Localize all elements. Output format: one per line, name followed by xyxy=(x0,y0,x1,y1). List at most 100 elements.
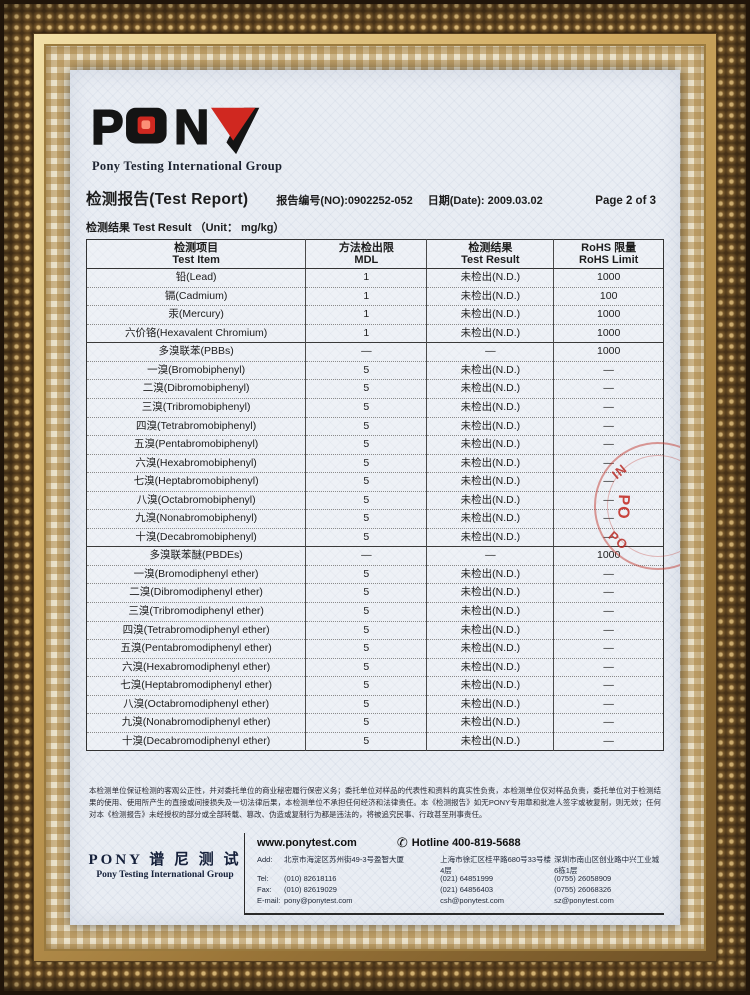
office-tel: (021) 64851999 xyxy=(440,874,494,884)
table-row: 三溴(Tribromodiphenyl ether) 5 未检出(N.D.) — xyxy=(86,602,664,622)
cell-test-result: 未检出(N.D.) xyxy=(426,305,554,325)
svg-text:N: N xyxy=(174,102,209,155)
cell-mdl: 5 xyxy=(305,398,427,418)
cell-test-item: 一溴(Bromodiphenyl ether) xyxy=(133,567,259,580)
cell-test-result: 未检出(N.D.) xyxy=(426,454,554,473)
hotline: ✆ Hotline 400-819-5688 xyxy=(397,835,521,851)
cell-mdl: 5 xyxy=(305,379,427,399)
table-row: 八溴(Octabromobiphenyl) 5 未检出(N.D.) — xyxy=(86,491,664,510)
office-address: 北京市海淀区苏州街49-3号盈智大厦 xyxy=(284,855,405,865)
table-row: 一溴(Bromodiphenyl ether) 5 未检出(N.D.) — xyxy=(86,565,664,584)
cell-test-result: 未检出(N.D.) xyxy=(426,361,554,380)
cell-mdl: 5 xyxy=(305,509,427,529)
cell-mdl: 5 xyxy=(305,435,427,455)
footer: PONY 谱 尼 测 试 Pony Testing International … xyxy=(86,833,664,915)
cell-mdl: 5 xyxy=(305,732,427,751)
frame-gold-bevel: P N Pony Testing International Group 检测报… xyxy=(33,33,717,962)
cell-mdl: 5 xyxy=(305,621,427,640)
cell-rohs-limit: — xyxy=(553,732,664,751)
website-url: www.ponytest.com xyxy=(257,837,357,850)
office-shanghai: 上海市徐汇区桂平路680号33号楼4层 (021) 64851999 (021)… xyxy=(440,855,554,907)
report-number: 报告编号(NO):0902252-052 xyxy=(276,195,413,207)
cell-mdl: 5 xyxy=(305,583,427,603)
table-row: 十溴(Decabromobiphenyl) 5 未检出(N.D.) — xyxy=(86,528,664,547)
cell-test-item: 一溴(Bromobiphenyl) xyxy=(147,363,246,376)
report-title: 检测报告(Test Report) xyxy=(86,191,249,208)
table-row: 二溴(Dibromodiphenyl ether) 5 未检出(N.D.) — xyxy=(86,583,664,603)
cell-rohs-limit: — xyxy=(553,361,664,380)
test-report-page: P N Pony Testing International Group 检测报… xyxy=(70,70,680,925)
cell-test-result: 未检出(N.D.) xyxy=(426,639,554,659)
cell-mdl: 5 xyxy=(305,454,427,473)
cell-rohs-limit: — xyxy=(553,472,664,492)
cell-rohs-limit: — xyxy=(553,454,664,473)
office-fax: (0755) 26068326 xyxy=(554,885,612,895)
header-test-item: 检测项目 Test Item xyxy=(86,239,306,270)
cell-rohs-limit: — xyxy=(553,565,664,584)
cell-test-item: 铅(Lead) xyxy=(175,271,217,284)
cell-mdl: — xyxy=(305,546,427,566)
cell-test-item: 七溴(Heptabromobiphenyl) xyxy=(133,475,259,488)
cell-test-result: 未检出(N.D.) xyxy=(426,583,554,603)
cell-test-result: 未检出(N.D.) xyxy=(426,732,554,751)
footer-logo-en: Pony Testing International Group xyxy=(96,870,234,881)
frame-meander-liner: P N Pony Testing International Group 检测报… xyxy=(44,44,706,951)
cell-mdl: 1 xyxy=(305,305,427,325)
cell-mdl: 5 xyxy=(305,361,427,380)
footer-logo-block: PONY 谱 尼 测 试 Pony Testing International … xyxy=(86,833,244,915)
cell-test-result: 未检出(N.D.) xyxy=(426,602,554,622)
cell-test-item: 四溴(Tetrabromodiphenyl ether) xyxy=(122,623,270,636)
cell-rohs-limit: 1000 xyxy=(553,324,664,343)
cell-rohs-limit: — xyxy=(553,379,664,399)
cell-test-item: 多溴联苯醚(PBDEs) xyxy=(149,549,243,562)
office-address: 上海市徐汇区桂平路680号33号楼4层 xyxy=(440,855,551,875)
cell-rohs-limit: — xyxy=(553,676,664,696)
cell-test-result: 未检出(N.D.) xyxy=(426,621,554,640)
cell-rohs-limit: — xyxy=(553,621,664,640)
cell-test-item: 五溴(Pentabromobiphenyl) xyxy=(133,438,259,451)
cell-test-result: 未检出(N.D.) xyxy=(426,417,554,436)
cell-test-item: 八溴(Octabromodiphenyl ether) xyxy=(123,697,270,710)
table-row: 四溴(Tetrabromodiphenyl ether) 5 未检出(N.D.)… xyxy=(86,621,664,640)
cell-test-item: 七溴(Heptabromodiphenyl ether) xyxy=(120,679,272,692)
office-tel: (010) 82618116 xyxy=(284,874,337,884)
cell-mdl: 5 xyxy=(305,676,427,696)
cell-rohs-limit: — xyxy=(553,658,664,677)
table-row: 六价铬(Hexavalent Chromium) 1 未检出(N.D.) 100… xyxy=(86,324,664,343)
cell-test-item: 九溴(Nonabromobiphenyl) xyxy=(135,512,258,525)
cell-test-item: 二溴(Dibromobiphenyl) xyxy=(142,382,250,395)
table-row: 多溴联苯(PBBs) — — 1000 xyxy=(86,342,664,362)
cell-rohs-limit: — xyxy=(553,417,664,436)
cell-rohs-limit: 1000 xyxy=(553,342,664,362)
office-columns: Add: 北京市海淀区苏州街49-3号盈智大厦 Tel: (010) 8261811… xyxy=(257,855,664,907)
title-row: 检测报告(Test Report) 报告编号(NO):0902252-052 日… xyxy=(86,187,664,209)
table-row: 汞(Mercury) 1 未检出(N.D.) 1000 xyxy=(86,305,664,325)
cell-test-item: 二溴(Dibromodiphenyl ether) xyxy=(129,586,263,599)
cell-mdl: 5 xyxy=(305,417,427,436)
table-row: 一溴(Bromobiphenyl) 5 未检出(N.D.) — xyxy=(86,361,664,380)
cell-rohs-limit: 1000 xyxy=(553,305,664,325)
table-row: 九溴(Nonabromobiphenyl) 5 未检出(N.D.) — xyxy=(86,509,664,529)
table-header-row: 检测项目 Test Item 方法检出限 MDL 检测结果 Test Resul… xyxy=(86,239,664,270)
cell-test-result: 未检出(N.D.) xyxy=(426,713,554,733)
cell-test-item: 镉(Cadmium) xyxy=(164,289,228,302)
footer-logo-cn: PONY 谱 尼 测 试 xyxy=(88,852,242,869)
header-rohs-limit: RoHS 限量 RoHS Limit xyxy=(553,239,664,270)
table-row: 五溴(Pentabromobiphenyl) 5 未检出(N.D.) — xyxy=(86,435,664,455)
office-email: sz@ponytest.com xyxy=(554,896,614,906)
cell-rohs-limit: — xyxy=(553,509,664,529)
cell-rohs-limit: 100 xyxy=(553,287,664,306)
table-row: 铅(Lead) 1 未检出(N.D.) 1000 xyxy=(87,268,664,288)
report-date: 日期(Date): 2009.03.02 xyxy=(427,195,543,207)
cell-test-result: 未检出(N.D.) xyxy=(426,695,554,714)
header-mdl: 方法检出限 MDL xyxy=(305,239,427,270)
table-row: 镉(Cadmium) 1 未检出(N.D.) 100 xyxy=(86,287,664,306)
cell-mdl: 1 xyxy=(305,324,427,343)
cell-test-item: 汞(Mercury) xyxy=(168,308,224,321)
cell-rohs-limit: — xyxy=(553,528,664,547)
cell-rohs-limit: — xyxy=(553,398,664,418)
cell-mdl: 5 xyxy=(305,713,427,733)
cell-test-result: 未检出(N.D.) xyxy=(426,528,554,547)
cell-test-item: 四溴(Tetrabromobiphenyl) xyxy=(136,419,257,432)
